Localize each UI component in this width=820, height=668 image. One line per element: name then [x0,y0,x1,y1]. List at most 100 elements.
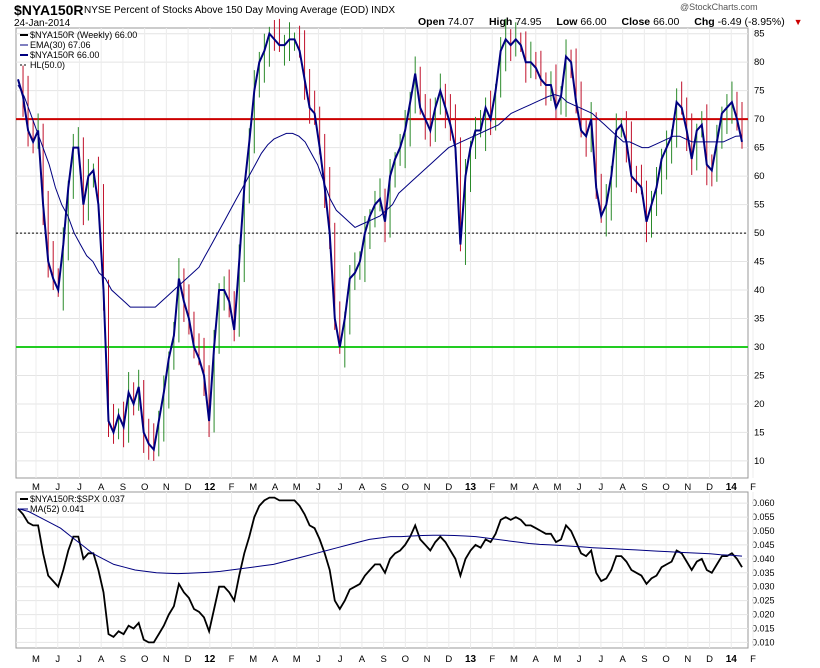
ratio-y-tick-label: 0.045 [752,540,775,550]
ratio-legend-entry: MA(52) 0.041 [30,504,85,514]
price-panel-frame [15,27,749,479]
price-x-tick-label: S [120,482,126,493]
ratio-x-tick-label: J [577,654,582,665]
ratio-x-tick-label: M [553,654,561,665]
price-y-tick-label: 55 [754,200,765,211]
ratio-x-tick-label: D [185,654,192,665]
price-y-tick-label: 65 [754,143,765,154]
ratio-x-tick-label: S [120,654,126,665]
ratio-x-tick-label: D [445,654,452,665]
price-x-tick-label: M [510,482,518,493]
chart-description: NYSE Percent of Stocks Above 150 Day Mov… [84,5,396,16]
ratio-y-tick-label: 0.010 [752,637,775,647]
ratio-x-tick-label: M [293,654,301,665]
ratio-legend-entry: $NYA150R:$SPX 0.037 [30,494,125,504]
price-x-tick-label: N [163,482,170,493]
ratio-y-tick-label: 0.060 [752,498,775,508]
price-x-tick-label: J [338,482,343,493]
price-legend-entry: HL(50.0) [30,60,65,70]
price-x-tick-label: A [359,482,366,493]
price-y-tick-label: 40 [754,285,765,296]
open-label: Open [418,16,445,28]
ohlc-readout: Open 74.07 High 74.95 Low 66.00 Close 66… [418,16,815,28]
price-x-tick-label: D [185,482,192,493]
ratio-x-tick-label: F [229,654,235,665]
ratio-y-tick-label: 0.025 [752,596,775,606]
price-x-tick-label: O [141,482,148,493]
price-legend-entry: EMA(30) 67.06 [30,40,91,50]
price-y-tick-label: 85 [754,29,765,40]
ratio-x-tick-label: F [489,654,495,665]
ratio-x-tick-label: A [619,654,626,665]
ratio-x-tick-label: N [424,654,431,665]
price-x-tick-label: M [293,482,301,493]
price-y-tick-label: 35 [754,314,765,325]
ratio-x-tick-label: J [316,654,321,665]
price-x-tick-label: S [641,482,647,493]
ma-52-line [17,508,743,575]
close-label: Close [621,16,651,28]
price-x-tick-label: N [684,482,691,493]
price-x-tick-label: F [489,482,495,493]
price-x-tick-label: M [249,482,257,493]
price-x-tick-label: M [553,482,561,493]
ratio-y-tick-label: 0.040 [752,554,775,564]
ratio-x-tick-label: A [359,654,366,665]
price-x-tick-label: J [55,482,60,493]
price-legend-entry: $NYA150R 66.00 [30,50,99,60]
price-x-tick-label: D [445,482,452,493]
close-value: 66.00 [653,16,680,28]
chart-date: 24-Jan-2014 [14,18,71,29]
ratio-line [17,496,743,644]
low-value: 66.00 [580,16,607,28]
price-y-tick-label: 50 [754,228,765,239]
ratio-x-tick-label: O [402,654,409,665]
ratio-x-tick-label: M [249,654,257,665]
ratio-x-tick-label: D [706,654,713,665]
price-y-tick-label: 80 [754,57,765,68]
ema-30-line [17,84,743,308]
price-y-tick-label: 75 [754,86,765,97]
price-y-tick-label: 10 [754,456,765,467]
high-label: High [488,16,513,28]
ratio-y-tick-label: 0.055 [752,512,775,522]
ratio-x-tick-label: N [163,654,170,665]
price-x-tick-label: J [77,482,82,493]
price-x-tick-label: M [32,482,40,493]
price-x-tick-label: F [229,482,235,493]
ratio-panel-frame [15,491,749,649]
ratio-x-tick-label: S [380,654,386,665]
ratio-y-tick-label: 0.020 [752,610,775,620]
low-label: Low [556,16,578,28]
ratio-x-tick-label: M [510,654,518,665]
price-y-tick-label: 70 [754,114,765,125]
open-value: 74.07 [447,16,475,28]
price-x-tick-label: S [380,482,386,493]
ratio-x-tick-label: J [55,654,60,665]
price-y-tick-label: 30 [754,342,765,353]
price-y-tick-label: 45 [754,257,765,268]
chg-value: -6.49 (-8.95%) [717,16,785,28]
price-x-tick-label: A [272,482,279,493]
ratio-x-tick-label: N [684,654,691,665]
price-x-tick-label: J [316,482,321,493]
ratio-y-tick-label: 0.050 [752,526,775,536]
price-x-tick-label: N [424,482,431,493]
price-y-tick-label: 60 [754,171,765,182]
price-x-tick-label: 12 [204,482,216,493]
ratio-y-tick-label: 0.030 [752,582,775,592]
ratio-y-tick-label: 0.035 [752,568,775,578]
ratio-x-tick-label: 12 [204,654,216,665]
price-x-tick-label: A [98,482,105,493]
price-x-tick-label: A [533,482,540,493]
ratio-x-tick-label: O [141,654,148,665]
price-x-tick-label: A [619,482,626,493]
ratio-x-tick-label: S [641,654,647,665]
price-x-tick-label: 13 [465,482,477,493]
ratio-x-tick-label: 13 [465,654,477,665]
ratio-y-tick-label: 0.015 [752,624,775,634]
price-x-tick-label: F [750,482,756,493]
ratio-x-tick-label: J [77,654,82,665]
ratio-x-tick-label: J [338,654,343,665]
